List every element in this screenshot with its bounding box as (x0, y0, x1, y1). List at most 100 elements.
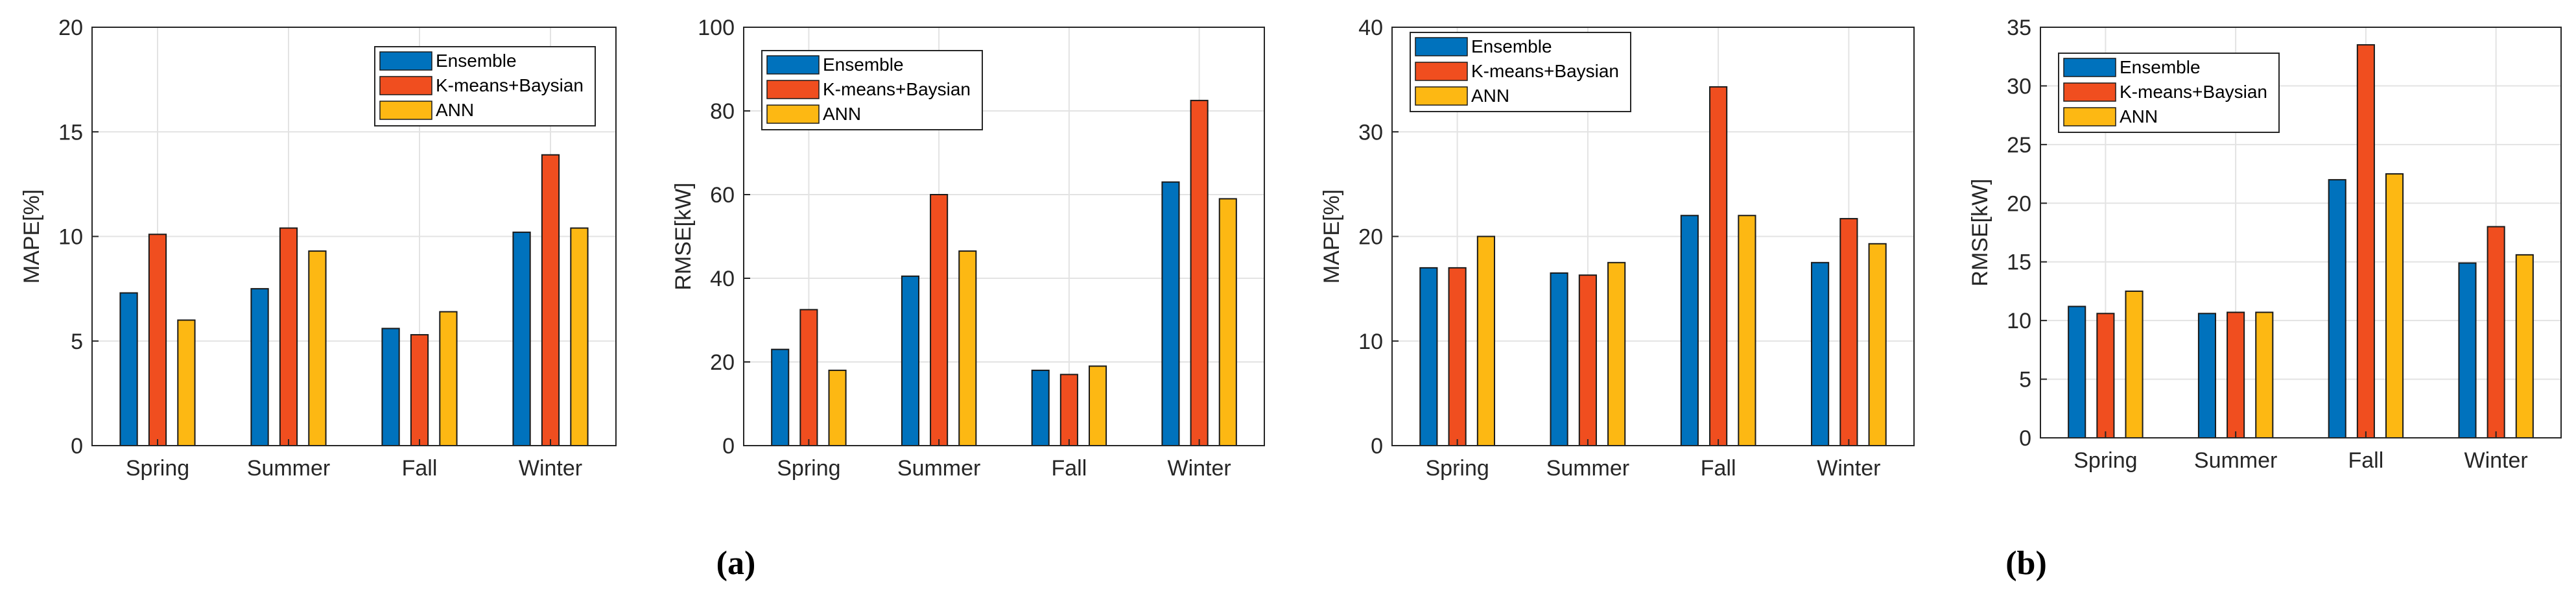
y-tick-label: 10 (58, 225, 83, 250)
bar-ensemble-winter (1811, 261, 1830, 446)
bar-kmeans-winter (2487, 226, 2505, 438)
y-tick-label: 10 (2007, 309, 2031, 333)
y-tick-label: 15 (58, 120, 83, 145)
chart-3: 0 10 20 30 40 Spring Summer Fall Winter MAPE[%] En… (1319, 16, 1915, 481)
legend-label-ann: ANN (436, 100, 474, 120)
bar-kmeans-winter (1190, 99, 1209, 446)
legend-swatch-ensemble (1415, 37, 1468, 56)
x-tick-label: Winter (2464, 448, 2528, 473)
legend-label-ensemble: Ensemble (1471, 36, 1552, 56)
bar-ann-summer (2255, 311, 2274, 438)
bar-ann-summer (308, 250, 327, 446)
legend-swatch-ann (1415, 86, 1468, 106)
bar-ann-fall (1738, 215, 1756, 446)
x-tick-label: Fall (1051, 456, 1087, 481)
bar-ensemble-fall (1031, 369, 1050, 447)
bar-ensemble-fall (2328, 179, 2346, 438)
bar-kmeans-fall (410, 334, 429, 447)
legend-swatch-ann (766, 104, 820, 124)
bar-ensemble-summer (250, 288, 269, 446)
legend-swatch-kmeans (766, 80, 820, 99)
y-tick-label: 0 (71, 434, 83, 459)
bar-kmeans-spring (148, 234, 167, 446)
x-tick-label: Spring (126, 456, 189, 481)
legend-swatch-ann (379, 101, 432, 120)
legend: Ensemble K-means+Baysian ANN (2058, 53, 2280, 133)
legend-label-ensemble: Ensemble (823, 54, 904, 75)
bar-ensemble-spring (2068, 306, 2086, 438)
legend-label-ensemble: Ensemble (436, 51, 517, 71)
legend: Ensemble K-means+Baysian ANN (761, 50, 983, 130)
bar-kmeans-summer (2227, 311, 2245, 438)
bar-ensemble-spring (771, 348, 790, 447)
legend-label-kmeans: K-means+Baysian (436, 75, 584, 95)
legend: Ensemble K-means+Baysian ANN (374, 46, 596, 126)
bar-ann-spring (2125, 290, 2144, 438)
y-axis-label: MAPE[%] (19, 189, 44, 283)
bar-ensemble-fall (381, 328, 400, 446)
y-tick-label: 5 (71, 330, 83, 354)
bar-ann-summer (1607, 261, 1626, 446)
bar-kmeans-fall (1059, 374, 1078, 446)
x-tick-label: Winter (1168, 456, 1231, 481)
legend-label-ann: ANN (2120, 106, 2158, 126)
bar-kmeans-winter (541, 154, 560, 446)
legend-swatch-kmeans (379, 76, 432, 95)
y-tick-label: 5 (2019, 368, 2031, 392)
y-tick-label: 60 (710, 183, 735, 208)
x-tick-label: Summer (1546, 456, 1629, 481)
axes-frame (743, 27, 1265, 446)
bar-ensemble-spring (1419, 267, 1438, 446)
legend-swatch-ensemble (379, 51, 432, 71)
x-tick-label: Fall (1701, 456, 1736, 481)
bar-ensemble-summer (1550, 272, 1568, 446)
axes-frame (2040, 27, 2562, 438)
y-tick-label: 20 (58, 16, 83, 40)
bar-ann-summer (958, 250, 977, 446)
legend-label-kmeans: K-means+Baysian (1471, 61, 1619, 81)
y-tick-label: 30 (1358, 120, 1383, 145)
legend-label-ann: ANN (823, 104, 861, 124)
y-axis-label: RMSE[kW] (1968, 178, 1992, 286)
y-tick-label: 100 (698, 16, 735, 40)
y-tick-label: 10 (1358, 330, 1383, 354)
x-tick-label: Fall (402, 456, 438, 481)
bar-kmeans-spring (1448, 267, 1467, 446)
bar-ann-spring (1476, 235, 1495, 446)
y-tick-label: 40 (1358, 16, 1383, 40)
bar-ensemble-summer (2197, 313, 2217, 439)
y-tick-label: 25 (2007, 133, 2031, 158)
bar-kmeans-spring (2096, 313, 2115, 439)
x-tick-label: Summer (247, 456, 330, 481)
bar-kmeans-spring (799, 309, 818, 446)
bar-ann-winter (1218, 198, 1237, 446)
y-tick-label: 35 (2007, 16, 2031, 40)
charts-layer: 0 5 10 15 20 Spring Summer Fall Winter MAPE[%] Ens… (19, 16, 2562, 481)
y-tick-label: 30 (2007, 74, 2031, 99)
x-tick-label: Spring (777, 456, 840, 481)
bar-ensemble-fall (1680, 215, 1699, 446)
bar-kmeans-winter (1839, 218, 1858, 446)
x-tick-label: Summer (897, 456, 980, 481)
legend-label-kmeans: K-means+Baysian (2120, 82, 2267, 102)
bar-kmeans-fall (1709, 86, 1728, 447)
bar-ann-fall (2385, 173, 2404, 438)
legend-swatch-ensemble (766, 55, 820, 75)
y-axis-label: RMSE[kW] (671, 182, 696, 290)
x-tick-label: Winter (1817, 456, 1880, 481)
bar-ann-spring (828, 369, 847, 447)
y-tick-label: 20 (1358, 225, 1383, 250)
y-tick-label: 40 (710, 267, 735, 291)
legend-swatch-kmeans (2063, 82, 2116, 102)
bar-ensemble-winter (2458, 262, 2477, 438)
bar-ann-fall (439, 311, 458, 446)
y-tick-label: 0 (1371, 434, 1383, 459)
chart-2: 0 20 40 60 80 100 Spring Summer Fall Winter RMSE[k… (671, 16, 1265, 481)
legend-swatch-kmeans (1415, 62, 1468, 81)
bar-ann-winter (1868, 243, 1887, 446)
bar-ensemble-winter (512, 232, 531, 446)
x-tick-label: Fall (2348, 448, 2383, 473)
chart-1: 0 5 10 15 20 Spring Summer Fall Winter MAPE[%] Ens… (19, 16, 617, 481)
caption-a: (a) (716, 545, 756, 582)
